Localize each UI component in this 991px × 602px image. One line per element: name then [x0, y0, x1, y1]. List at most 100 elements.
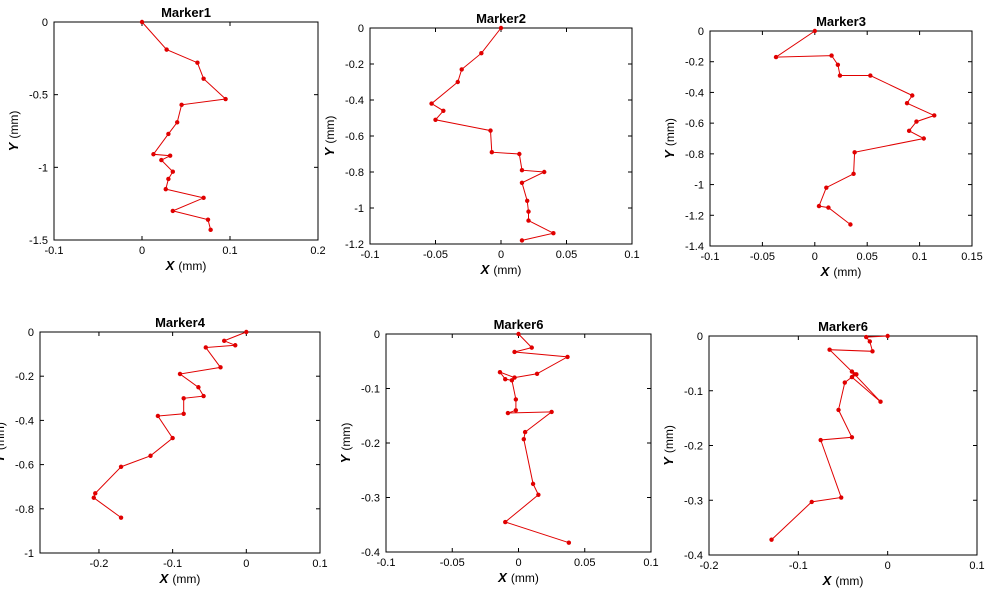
y-tick-label: -0.2	[345, 59, 364, 71]
data-point	[870, 349, 875, 354]
y-tick-label: 0	[358, 23, 364, 35]
data-point	[812, 28, 817, 34]
y-tick-label: 0	[374, 329, 380, 341]
x-tick-label: 0.1	[624, 249, 639, 261]
data-point	[904, 100, 910, 106]
data-point	[517, 151, 522, 157]
data-point	[824, 185, 829, 190]
x-tick-label: 0	[243, 558, 249, 570]
x-axis-unit: (mm)	[511, 571, 539, 585]
data-point	[519, 180, 525, 185]
y-tick-label: -1	[38, 162, 48, 174]
y-tick-label: -0.3	[684, 495, 703, 507]
y-tick-label: -0.4	[684, 550, 703, 562]
data-point	[512, 375, 517, 380]
x-axis-unit: (mm)	[172, 572, 200, 586]
data-point	[769, 537, 774, 542]
data-point	[222, 338, 227, 344]
x-axis-label: X (mm)	[820, 264, 862, 279]
chart-title: Marker4	[155, 315, 206, 330]
chart-title: Marker6	[494, 317, 544, 332]
data-point	[488, 128, 493, 133]
data-point	[513, 397, 519, 402]
data-point	[827, 347, 832, 352]
y-axis-variable: Y	[662, 149, 677, 159]
data-point	[503, 377, 508, 382]
data-point	[233, 343, 238, 348]
chart-title: Marker3	[816, 14, 866, 29]
data-point	[773, 54, 779, 60]
data-point	[816, 203, 822, 209]
x-tick-label: -0.05	[423, 249, 448, 261]
trajectory-line	[141, 21, 227, 230]
y-axis-variable: Y	[661, 456, 676, 466]
data-point	[177, 371, 183, 377]
y-tick-label: -0.4	[345, 95, 364, 107]
y-tick-label: 0	[698, 26, 704, 38]
x-tick-label: 0	[498, 249, 504, 261]
data-point	[505, 410, 511, 416]
data-point	[549, 409, 554, 415]
data-point	[842, 380, 847, 385]
data-point	[835, 62, 841, 67]
data-point	[868, 73, 873, 78]
data-point	[166, 176, 171, 182]
data-point	[181, 411, 186, 416]
data-point	[441, 108, 446, 114]
x-axis-unit: (mm)	[493, 263, 521, 277]
y-axis-variable: Y	[6, 141, 21, 151]
data-point	[885, 333, 890, 339]
y-axis-unit: (mm)	[339, 423, 353, 451]
y-axis-label: Y (mm)	[661, 425, 676, 466]
data-point	[179, 102, 184, 108]
x-axis-variable: X	[165, 258, 176, 273]
data-point	[118, 464, 124, 470]
data-point	[839, 495, 844, 500]
data-point	[512, 349, 517, 355]
x-axis-label: X (mm)	[497, 570, 539, 585]
y-tick-label: -0.4	[15, 415, 34, 427]
x-tick-label: 0.1	[312, 558, 327, 570]
x-tick-label: -0.1	[377, 557, 396, 569]
y-tick-label: 0	[42, 17, 48, 29]
y-axis-label: Y (mm)	[0, 422, 7, 463]
data-point	[223, 96, 228, 102]
data-point	[489, 150, 495, 155]
plot-frame	[369, 27, 633, 245]
x-tick-label: 0.1	[643, 557, 658, 569]
x-tick-label: -0.2	[700, 560, 719, 572]
y-tick-label: -0.2	[684, 441, 703, 453]
y-tick-label: -0.8	[345, 167, 364, 179]
x-axis-variable: X	[820, 264, 831, 279]
plot-frame	[708, 335, 978, 556]
data-point	[516, 331, 521, 337]
y-tick-label: -0.4	[361, 547, 380, 559]
y-tick-label: -0.5	[29, 90, 48, 102]
data-point	[542, 169, 547, 175]
data-point	[526, 209, 531, 214]
x-tick-label: -0.05	[750, 251, 775, 263]
data-point	[521, 436, 526, 442]
y-tick-label: -0.2	[15, 371, 34, 383]
y-tick-label: -0.2	[361, 438, 380, 450]
data-point	[195, 60, 200, 65]
data-point	[203, 345, 208, 350]
x-tick-label: -0.1	[163, 558, 182, 570]
plot-frame	[39, 331, 321, 554]
data-point	[809, 499, 814, 505]
y-tick-label: -0.2	[685, 57, 704, 69]
x-axis-label: X (mm)	[822, 573, 864, 588]
y-tick-label: -1	[354, 203, 364, 215]
data-point	[170, 435, 175, 441]
x-axis-label: X (mm)	[165, 258, 207, 273]
y-axis-variable: Y	[322, 146, 337, 156]
x-tick-label: 0.1	[969, 560, 984, 572]
x-tick-label: -0.05	[440, 557, 465, 569]
data-point	[525, 198, 530, 203]
y-tick-label: -0.8	[685, 149, 704, 161]
data-point	[201, 195, 206, 201]
x-axis-label: X (mm)	[159, 571, 201, 586]
data-point	[218, 365, 223, 370]
plot-frame	[385, 333, 652, 553]
data-point	[849, 374, 855, 380]
